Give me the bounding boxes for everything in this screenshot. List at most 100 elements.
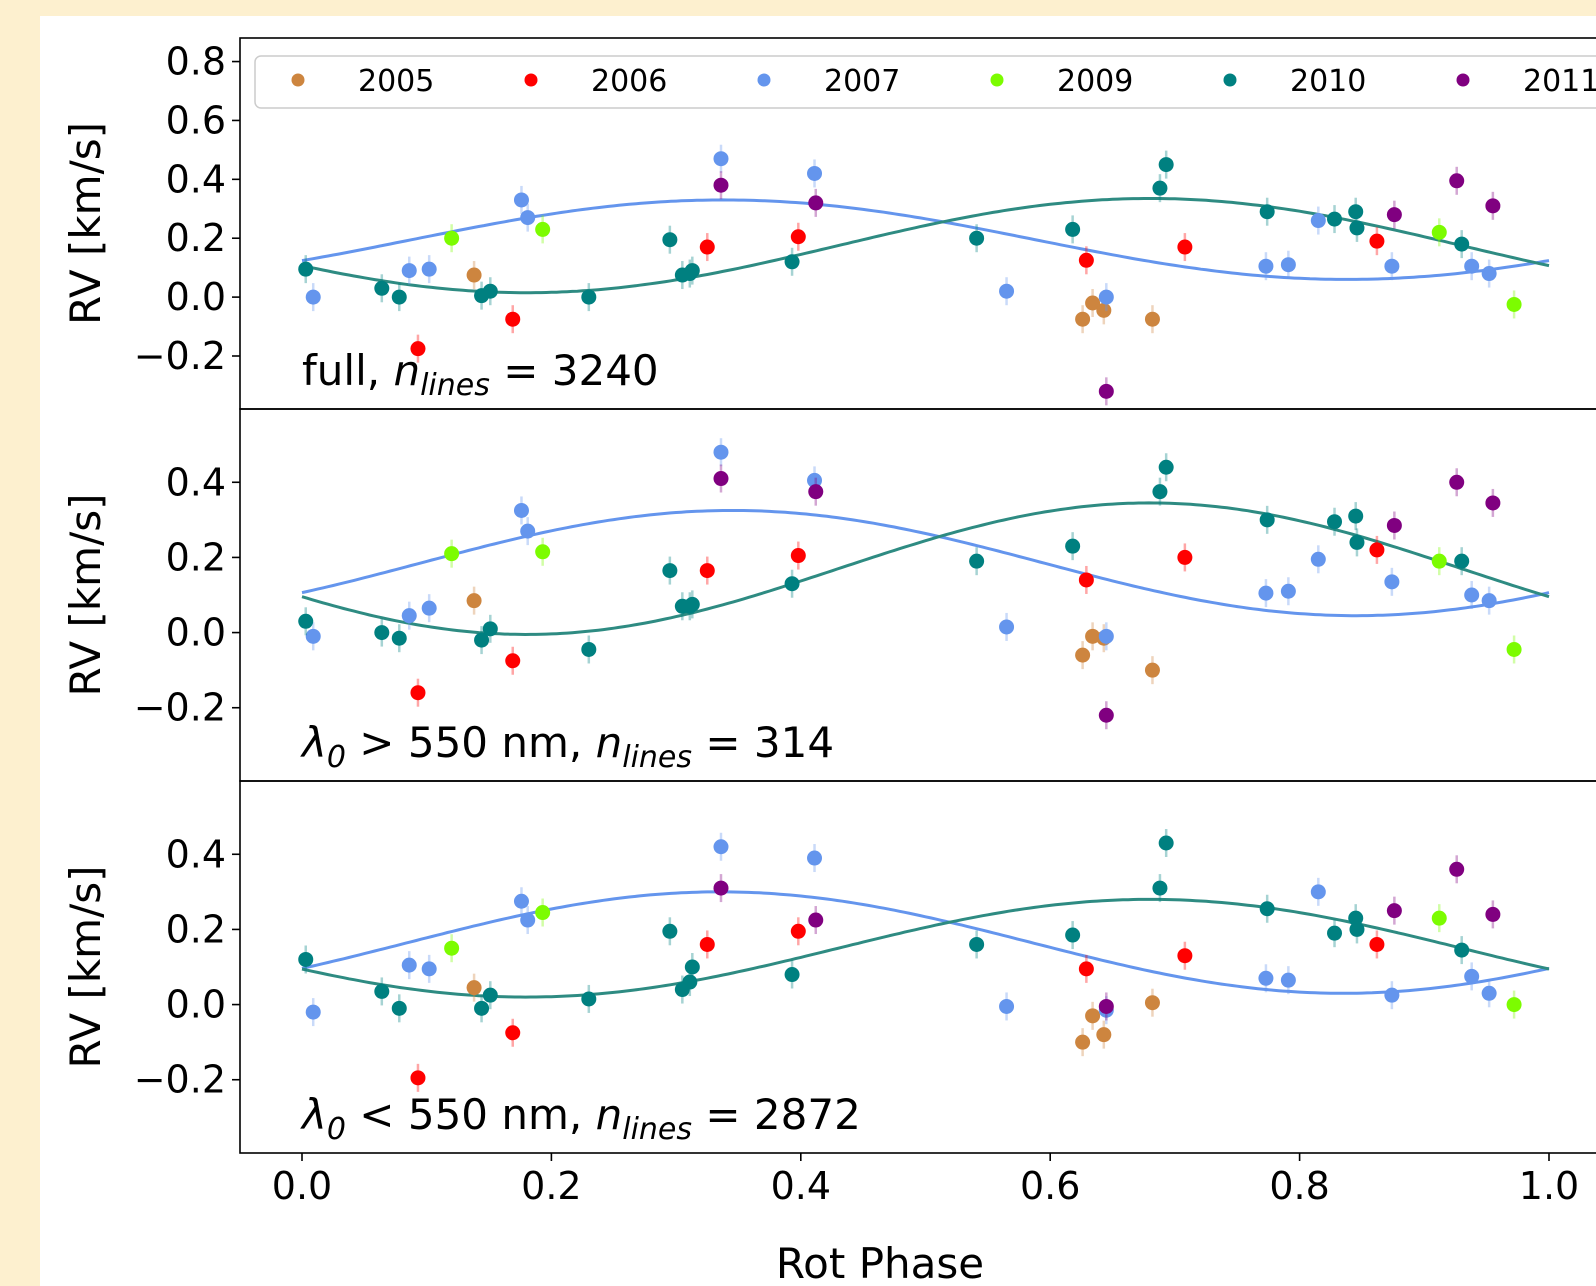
data-point-2010	[474, 632, 490, 648]
data-point-2007	[305, 289, 321, 305]
data-point-2011	[1449, 474, 1465, 490]
annotation-var: n	[596, 718, 623, 767]
legend-label-2007: 2007	[824, 64, 900, 99]
data-point-2007	[305, 628, 321, 644]
data-point-2009	[535, 221, 551, 237]
data-point-2007	[1258, 970, 1274, 986]
panel-1: −0.2 0.0 0.2 0.4 0.6 0.8 RV [km/s] full, nlines…	[61, 37, 1596, 410]
data-point-2007	[421, 961, 437, 977]
data-point-2005	[1075, 311, 1091, 327]
data-point-2006	[1369, 542, 1385, 558]
data-point-2005	[1144, 311, 1160, 327]
data-point-2010	[684, 596, 700, 612]
data-point-2007	[807, 850, 823, 866]
data-point-2009	[535, 905, 551, 921]
legend-marker-2009	[990, 73, 1004, 87]
data-point-2007	[401, 263, 417, 279]
data-point-2006	[1369, 233, 1385, 249]
data-point-2010	[1152, 880, 1168, 896]
data-point-2005	[466, 593, 482, 609]
fit-curve-2010	[301, 501, 1550, 637]
data-point-2010	[662, 923, 678, 939]
data-point-2007	[1464, 968, 1480, 984]
rv-chart: −0.20.00.20.40.60.8RV [km/s]full, nlines…	[61, 37, 1596, 1286]
annotation-suffix: = 314	[692, 718, 834, 767]
fit-curve-2010	[301, 897, 1550, 999]
data-point-2007	[713, 151, 729, 167]
data-point-2007	[999, 619, 1015, 635]
y-axis-title: RV [km/s]	[61, 493, 110, 696]
y-tick-label: 0.2	[166, 216, 226, 260]
data-point-2007	[1258, 258, 1274, 274]
data-point-2007	[999, 283, 1015, 299]
annotation-var-sub: lines	[420, 368, 490, 403]
y-axis-title: RV [km/s]	[61, 865, 110, 1068]
data-point-2007	[1481, 985, 1497, 1001]
data-point-2006	[410, 685, 426, 701]
data-point-2011	[1386, 517, 1402, 533]
data-point-2007	[1280, 583, 1296, 599]
x-tick-label: 0.2	[521, 1164, 581, 1208]
figure-frame: −0.2 0.0 0.2 0.4 0.6 0.8 RV [km/s] full, nlines…	[40, 16, 1596, 1286]
data-point-2010	[969, 936, 985, 952]
data-point-2010	[474, 1000, 490, 1016]
data-point-2010	[391, 1000, 407, 1016]
data-point-2005	[1096, 302, 1112, 318]
data-point-2011	[713, 880, 729, 896]
data-point-2006	[1369, 936, 1385, 952]
data-point-2006	[699, 936, 715, 952]
data-point-2010	[1259, 512, 1275, 528]
data-point-2007	[1384, 574, 1400, 590]
data-point-2010	[482, 987, 498, 1003]
data-point-2007	[1384, 987, 1400, 1003]
panel-annotation: full, nlines = 3240	[302, 346, 659, 403]
data-point-2010	[298, 613, 314, 629]
data-point-2009	[444, 230, 460, 246]
data-point-2010	[1065, 538, 1081, 554]
data-point-2010	[374, 280, 390, 296]
annotation-suffix: = 3240	[490, 346, 659, 395]
data-point-2010	[1348, 204, 1364, 220]
fit-curve-2007	[301, 509, 1550, 618]
data-point-2006	[1177, 239, 1193, 255]
annotation-prefix: full,	[302, 346, 393, 395]
data-point-2009	[444, 546, 460, 562]
data-point-2005	[1085, 1008, 1101, 1024]
data-point-2010	[391, 289, 407, 305]
data-point-2009	[535, 544, 551, 560]
x-tick-label: 0.6	[1020, 1164, 1080, 1208]
data-point-2006	[410, 1070, 426, 1086]
data-point-2010	[1158, 835, 1174, 851]
data-point-2007	[1280, 257, 1296, 273]
legend-label-2010: 2010	[1290, 64, 1366, 99]
data-point-2007	[1384, 258, 1400, 274]
data-point-2010	[969, 553, 985, 569]
data-point-2010	[784, 576, 800, 592]
legend-box	[254, 55, 1596, 109]
x-tick-label: 0.0	[272, 1164, 332, 1208]
data-point-2007	[1280, 972, 1296, 988]
data-point-2010	[298, 951, 314, 967]
data-point-2006	[1078, 572, 1094, 588]
fit-curve-2007	[301, 198, 1550, 281]
data-point-2007	[421, 600, 437, 616]
legend-marker-2005	[291, 73, 305, 87]
data-point-2011	[808, 912, 824, 928]
data-point-2011	[1485, 198, 1501, 214]
data-point-2010	[684, 263, 700, 279]
data-point-2007	[1310, 884, 1326, 900]
data-point-2011	[1098, 707, 1114, 723]
annotation-lambda: λ	[300, 718, 327, 767]
data-point-2009	[444, 940, 460, 956]
annotation-var: n	[393, 346, 420, 395]
data-point-2007	[713, 839, 729, 855]
data-point-2009	[1431, 910, 1447, 926]
y-tick-label: 0.4	[166, 832, 226, 876]
annotation-mid: < 550 nm,	[346, 1090, 596, 1139]
data-point-2010	[581, 991, 597, 1007]
data-point-2005	[1096, 1027, 1112, 1043]
data-point-2010	[1349, 220, 1365, 236]
data-point-2006	[1177, 549, 1193, 565]
data-point-2007	[520, 523, 536, 539]
data-point-2005	[1144, 662, 1160, 678]
